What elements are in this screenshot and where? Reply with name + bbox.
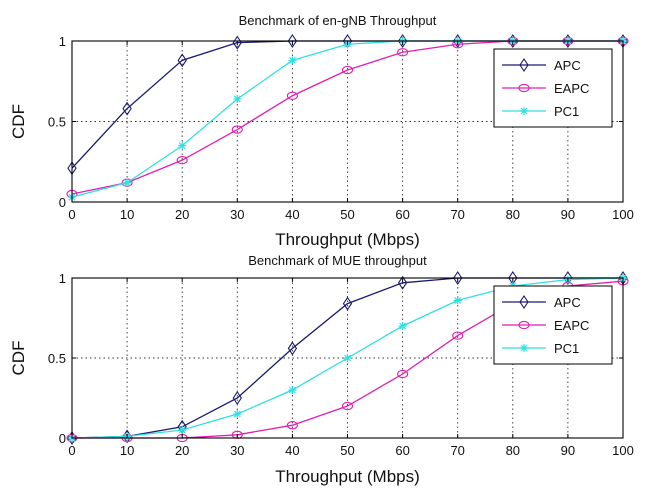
x-tick-label: 10 — [120, 207, 134, 222]
data-point-pc1 — [343, 354, 352, 362]
x-tick-label: 10 — [120, 443, 134, 458]
data-point-apc — [453, 271, 463, 285]
data-point-pc1 — [233, 94, 242, 103]
y-tick-label: 0.5 — [48, 115, 66, 130]
data-point-eapc — [286, 91, 298, 100]
x-axis-label: Throughput (Mbps) — [275, 230, 420, 249]
legend-label-pc1: PC1 — [554, 104, 579, 119]
x-tick-label: 20 — [175, 207, 189, 222]
chart-panel-1: 0 10 20 30 40 50 60 70 80 90 100 0 0.5 1 Benchmark of … — [9, 13, 634, 249]
legend-label-apc: APC — [554, 58, 581, 73]
x-tick-label: 80 — [506, 207, 520, 222]
data-point-pc1 — [453, 296, 462, 305]
legend-marker-eapc — [518, 320, 530, 330]
data-point-eapc — [286, 421, 298, 430]
data-point-eapc — [176, 155, 188, 165]
data-point-pc1 — [288, 56, 297, 65]
x-tick-label: 90 — [561, 443, 575, 458]
x-tick-label: 100 — [612, 207, 634, 222]
legend: APC EAPC PC1 — [493, 48, 613, 128]
chart-panel-2: 0 10 20 30 40 50 60 70 80 90 100 0 0.5 1 Benchmark of … — [9, 253, 634, 486]
data-point-apc — [287, 341, 298, 356]
x-tick-label: 20 — [175, 443, 189, 458]
x-tick-label: 0 — [68, 443, 75, 458]
x-tick-label: 60 — [395, 443, 409, 458]
x-tick-label: 90 — [561, 207, 575, 222]
data-point-pc1 — [178, 426, 187, 434]
data-point-eapc — [341, 401, 354, 411]
legend: APC EAPC PC1 — [493, 285, 613, 365]
x-tick-label: 70 — [450, 443, 464, 458]
x-tick-label: 0 — [68, 207, 75, 222]
legend-marker-apc — [519, 295, 529, 309]
x-tick-label: 80 — [506, 443, 520, 458]
legend-marker-apc — [519, 58, 529, 72]
x-tick-label: 30 — [230, 443, 244, 458]
data-point-pc1 — [288, 386, 297, 394]
data-point-eapc — [231, 125, 243, 134]
x-tick-label: 40 — [285, 443, 299, 458]
data-point-pc1 — [233, 410, 242, 418]
data-point-apc — [232, 391, 242, 405]
data-point-pc1 — [178, 141, 187, 150]
data-point-apc — [397, 275, 408, 290]
x-tick-label: 50 — [340, 443, 354, 458]
data-point-apc — [563, 271, 573, 285]
data-point-eapc — [397, 48, 409, 57]
legend-label-eapc: EAPC — [554, 318, 589, 333]
x-tick-label: 60 — [395, 207, 409, 222]
x-tick-label: 30 — [230, 207, 244, 222]
x-tick-label: 70 — [450, 207, 464, 222]
chart-title: Benchmark of en-gNB Throughput — [239, 13, 437, 28]
data-point-pc1 — [123, 178, 132, 187]
data-point-eapc — [397, 369, 409, 379]
x-tick-label: 100 — [612, 443, 634, 458]
legend-label-pc1: PC1 — [554, 341, 579, 356]
legend-marker-pc1 — [520, 344, 528, 352]
legend-label-eapc: EAPC — [554, 81, 589, 96]
data-point-apc — [122, 101, 132, 116]
legend-marker-pc1 — [520, 107, 528, 115]
chart-title: Benchmark of MUE throughput — [248, 253, 427, 268]
x-tick-label: 40 — [285, 207, 299, 222]
y-axis-label: CDF — [9, 341, 28, 376]
x-tick-label: 50 — [340, 207, 354, 222]
data-point-eapc — [452, 331, 464, 340]
data-point-apc — [287, 34, 298, 48]
data-point-eapc — [341, 65, 354, 75]
x-axis-label: Throughput (Mbps) — [275, 467, 420, 486]
y-tick-label: 0 — [59, 431, 66, 446]
data-point-apc — [342, 296, 353, 311]
legend-label-apc: APC — [554, 295, 581, 310]
data-point-pc1 — [398, 322, 407, 330]
y-tick-label: 0 — [59, 195, 66, 210]
data-point-apc — [177, 53, 187, 68]
y-tick-label: 0.5 — [48, 351, 66, 366]
y-tick-label: 1 — [59, 34, 66, 49]
legend-marker-eapc — [518, 83, 530, 93]
y-tick-label: 1 — [59, 271, 66, 286]
y-axis-label: CDF — [9, 104, 28, 139]
